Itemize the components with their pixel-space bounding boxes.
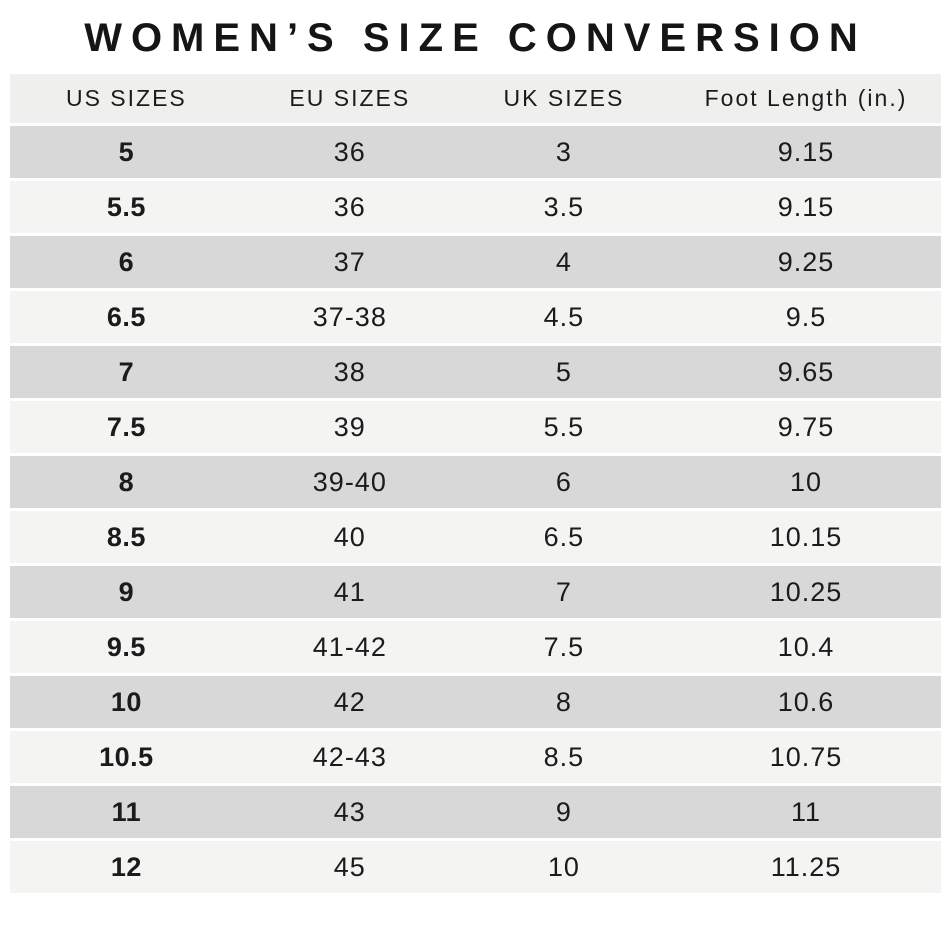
table-row: 9.5 41-42 7.5 10.4 [10,621,941,673]
cell-eu-size: 36 [242,181,457,233]
cell-foot-length: 9.75 [671,401,941,453]
table-row: 10.5 42-43 8.5 10.75 [10,731,941,783]
cell-eu-size: 43 [242,786,457,838]
cell-us-size: 10 [10,676,243,728]
cell-foot-length: 10.75 [671,731,941,783]
cell-uk-size: 10 [456,841,671,893]
table-row: 6 37 4 9.25 [10,236,941,288]
cell-foot-length: 9.65 [671,346,941,398]
table-row: 6.5 37-38 4.5 9.5 [10,291,941,343]
table-row: 5.5 36 3.5 9.15 [10,181,941,233]
cell-eu-size: 38 [242,346,457,398]
cell-eu-size: 39 [242,401,457,453]
cell-us-size: 8.5 [10,511,243,563]
cell-us-size: 5 [10,126,243,178]
cell-eu-size: 45 [242,841,457,893]
cell-uk-size: 6 [456,456,671,508]
cell-eu-size: 39-40 [242,456,457,508]
cell-foot-length: 9.25 [671,236,941,288]
cell-eu-size: 41-42 [242,621,457,673]
table-header: US SIZES EU SIZES UK SIZES Foot Length (… [10,74,941,123]
column-header-us-sizes: US SIZES [10,74,243,123]
cell-foot-length: 11.25 [671,841,941,893]
cell-uk-size: 8 [456,676,671,728]
cell-uk-size: 5.5 [456,401,671,453]
cell-uk-size: 3.5 [456,181,671,233]
header-row: US SIZES EU SIZES UK SIZES Foot Length (… [10,74,941,123]
page-title: WOMEN’S SIZE CONVERSION [84,16,867,60]
cell-eu-size: 36 [242,126,457,178]
cell-eu-size: 37 [242,236,457,288]
table-row: 9 41 7 10.25 [10,566,941,618]
table-row: 7 38 5 9.65 [10,346,941,398]
cell-foot-length: 10.4 [671,621,941,673]
cell-uk-size: 7.5 [456,621,671,673]
table-row: 10 42 8 10.6 [10,676,941,728]
cell-us-size: 11 [10,786,243,838]
table-row: 5 36 3 9.15 [10,126,941,178]
cell-us-size: 6.5 [10,291,243,343]
column-header-uk-sizes: UK SIZES [456,74,671,123]
cell-us-size: 7 [10,346,243,398]
table-row: 11 43 9 11 [10,786,941,838]
cell-us-size: 8 [10,456,243,508]
cell-uk-size: 4.5 [456,291,671,343]
table-row: 8.5 40 6.5 10.15 [10,511,941,563]
cell-us-size: 10.5 [10,731,243,783]
table-body: 5 36 3 9.15 5.5 36 3.5 9.15 6 37 4 9.25 6.5 37-38 4.5 9… [10,126,941,893]
cell-eu-size: 42-43 [242,731,457,783]
cell-us-size: 6 [10,236,243,288]
cell-uk-size: 4 [456,236,671,288]
table-row: 12 45 10 11.25 [10,841,941,893]
table-row: 8 39-40 6 10 [10,456,941,508]
cell-us-size: 5.5 [10,181,243,233]
cell-us-size: 12 [10,841,243,893]
cell-us-size: 9 [10,566,243,618]
cell-foot-length: 11 [671,786,941,838]
cell-eu-size: 41 [242,566,457,618]
cell-eu-size: 42 [242,676,457,728]
cell-uk-size: 6.5 [456,511,671,563]
column-header-eu-sizes: EU SIZES [242,74,457,123]
cell-uk-size: 8.5 [456,731,671,783]
cell-foot-length: 9.5 [671,291,941,343]
cell-foot-length: 10.25 [671,566,941,618]
cell-foot-length: 10.15 [671,511,941,563]
size-conversion-table: US SIZES EU SIZES UK SIZES Foot Length (… [10,71,941,896]
cell-uk-size: 5 [456,346,671,398]
cell-eu-size: 40 [242,511,457,563]
cell-uk-size: 9 [456,786,671,838]
cell-foot-length: 10.6 [671,676,941,728]
cell-eu-size: 37-38 [242,291,457,343]
cell-uk-size: 7 [456,566,671,618]
cell-foot-length: 10 [671,456,941,508]
cell-us-size: 9.5 [10,621,243,673]
cell-us-size: 7.5 [10,401,243,453]
cell-uk-size: 3 [456,126,671,178]
cell-foot-length: 9.15 [671,181,941,233]
column-header-foot-length: Foot Length (in.) [671,74,941,123]
table-row: 7.5 39 5.5 9.75 [10,401,941,453]
cell-foot-length: 9.15 [671,126,941,178]
